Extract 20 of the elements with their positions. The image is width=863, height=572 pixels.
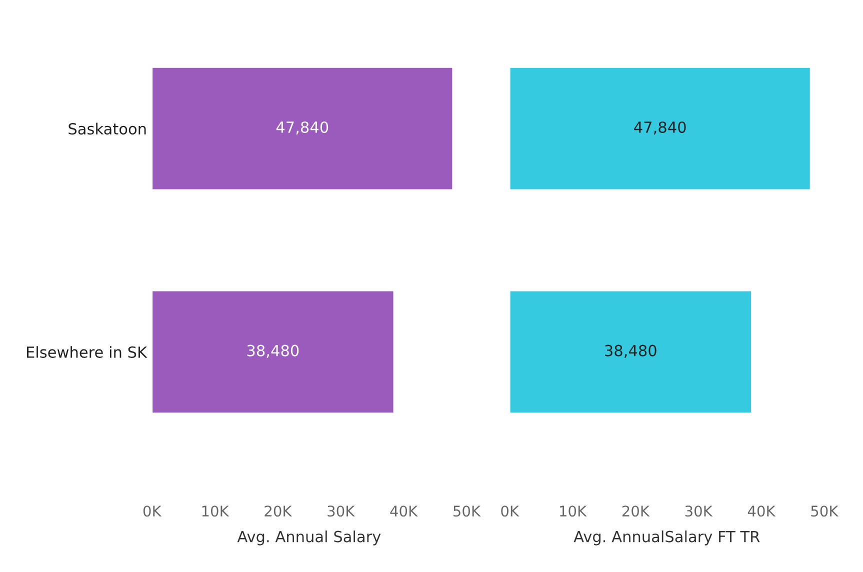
- x-tick-label: 30K: [685, 506, 713, 517]
- x-tick-label: 50K: [811, 506, 839, 517]
- x-tick-label: 10K: [202, 506, 230, 517]
- x-tick-label: 10K: [560, 506, 587, 517]
- x-tick-label: 0K: [143, 506, 162, 517]
- x-tick-label: 20K: [622, 506, 650, 517]
- y-tick-label: Saskatoon: [68, 122, 146, 135]
- data-label: 47,840: [276, 121, 328, 135]
- data-label: 47,840: [634, 121, 686, 135]
- x-tick-label: 40K: [748, 506, 776, 517]
- y-tick-label: Elsewhere in SK: [27, 346, 148, 358]
- x-tick-label: 40K: [390, 506, 418, 517]
- data-label: 38,480: [605, 344, 656, 358]
- x-tick-label: 20K: [264, 506, 292, 517]
- data-label: 38,480: [247, 344, 299, 358]
- x-tick-label: 50K: [454, 506, 481, 517]
- x-tick-label: 0K: [501, 506, 520, 517]
- x-axis-title: Avg. AnnualSalary FT TR: [574, 530, 760, 546]
- x-axis-title: Avg. Annual Salary: [237, 530, 381, 546]
- x-tick-label: 30K: [328, 506, 355, 517]
